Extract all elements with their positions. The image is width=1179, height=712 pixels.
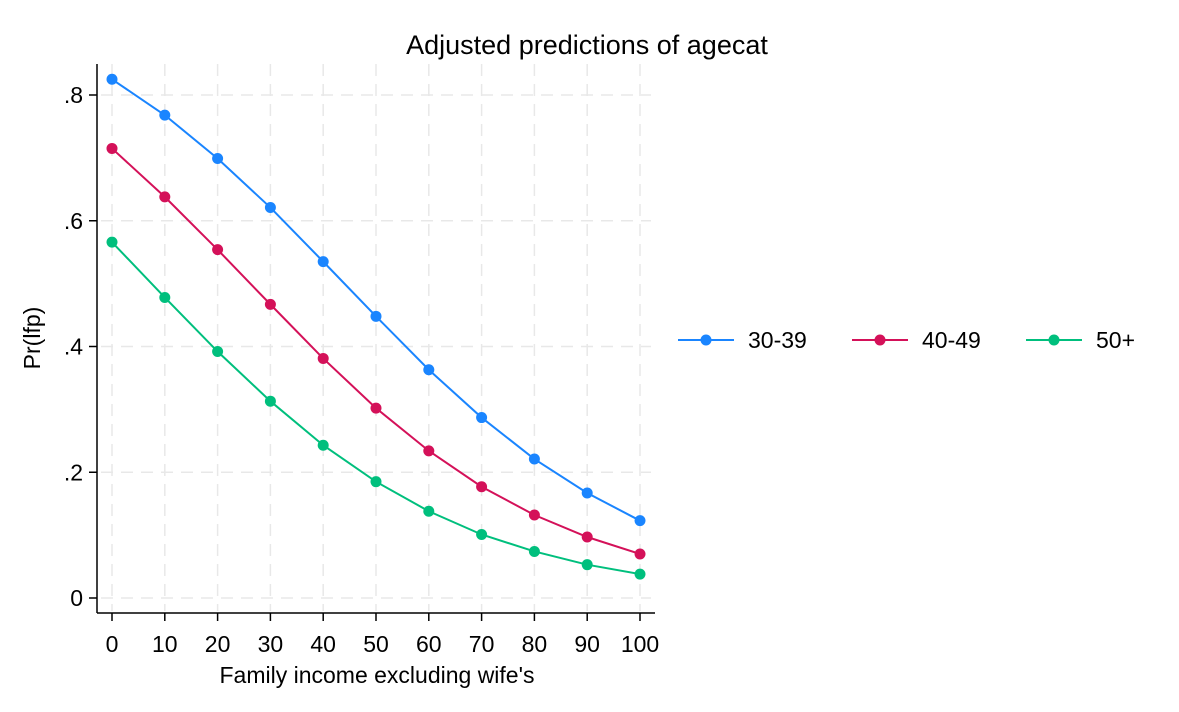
series-point-40-49-3 xyxy=(264,298,276,310)
series-point-30-39-5 xyxy=(370,310,382,322)
series-point-30-39-6 xyxy=(423,364,435,376)
y-tick-label-2: .4 xyxy=(64,334,83,360)
y-tick-label-3: .6 xyxy=(64,208,83,234)
legend: 30-39 40-49 50+ xyxy=(678,327,1135,353)
axes-layer: 0 .2 .4 .6 .8 0 10 20 30 40 50 60 70 80 90 100 xyxy=(64,64,659,657)
legend-label-50+: 50+ xyxy=(1096,327,1135,353)
series-point-50+-10 xyxy=(634,568,646,580)
x-tick-label-1: 10 xyxy=(152,631,178,657)
series-point-30-39-0 xyxy=(106,73,118,85)
legend-label-40-49: 40-49 xyxy=(922,327,981,353)
series-point-40-49-6 xyxy=(423,445,435,457)
series-point-50+-6 xyxy=(423,505,435,517)
series-point-50+-2 xyxy=(212,346,224,358)
series-point-40-49-1 xyxy=(159,191,171,203)
series-point-40-49-10 xyxy=(634,548,646,560)
legend-item-40-49: 40-49 xyxy=(852,327,981,353)
series-point-30-39-3 xyxy=(264,202,276,214)
series-point-40-49-4 xyxy=(317,352,329,364)
x-tick-label-7: 70 xyxy=(469,631,495,657)
x-tick-label-8: 80 xyxy=(522,631,548,657)
series-point-50+-9 xyxy=(581,559,593,571)
series-point-50+-0 xyxy=(106,236,118,248)
x-tick-label-6: 60 xyxy=(416,631,442,657)
series-point-40-49-0 xyxy=(106,142,118,154)
x-tick-label-3: 30 xyxy=(258,631,284,657)
legend-marker-30-39 xyxy=(700,334,712,346)
series-point-30-39-10 xyxy=(634,515,646,527)
legend-item-50+: 50+ xyxy=(1026,327,1135,353)
series-point-50+-3 xyxy=(264,395,276,407)
y-tick-label-4: .8 xyxy=(64,82,83,108)
x-tick-label-10: 100 xyxy=(621,631,659,657)
legend-label-30-39: 30-39 xyxy=(748,327,807,353)
x-tick-label-4: 40 xyxy=(310,631,336,657)
x-tick-label-0: 0 xyxy=(106,631,119,657)
series-point-30-39-1 xyxy=(159,109,171,121)
series-point-40-49-9 xyxy=(581,531,593,543)
x-axis-label: Family income excluding wife's xyxy=(219,662,534,688)
series-point-40-49-5 xyxy=(370,402,382,414)
series-point-30-39-9 xyxy=(581,487,593,499)
series-point-50+-5 xyxy=(370,476,382,488)
y-axis-label: Pr(lfp) xyxy=(19,307,45,370)
series-point-50+-8 xyxy=(528,545,540,557)
chart-title: Adjusted predictions of agecat xyxy=(406,30,768,60)
series-point-40-49-2 xyxy=(212,244,224,256)
legend-marker-50+ xyxy=(1048,334,1060,346)
series-point-30-39-2 xyxy=(212,153,224,165)
y-tick-label-0: 0 xyxy=(70,585,83,611)
x-tick-label-2: 20 xyxy=(205,631,231,657)
series-layer xyxy=(106,73,646,580)
series-point-50+-1 xyxy=(159,291,171,303)
y-tick-label-1: .2 xyxy=(64,459,83,485)
series-point-40-49-7 xyxy=(476,481,488,493)
series-point-30-39-8 xyxy=(528,453,540,465)
series-point-50+-4 xyxy=(317,439,329,451)
series-point-50+-7 xyxy=(476,528,488,540)
legend-item-30-39: 30-39 xyxy=(678,327,807,353)
series-point-30-39-7 xyxy=(476,412,488,424)
x-tick-label-9: 90 xyxy=(574,631,600,657)
legend-marker-40-49 xyxy=(874,334,886,346)
x-tick-label-5: 50 xyxy=(363,631,389,657)
series-point-30-39-4 xyxy=(317,256,329,268)
series-point-40-49-8 xyxy=(528,509,540,521)
